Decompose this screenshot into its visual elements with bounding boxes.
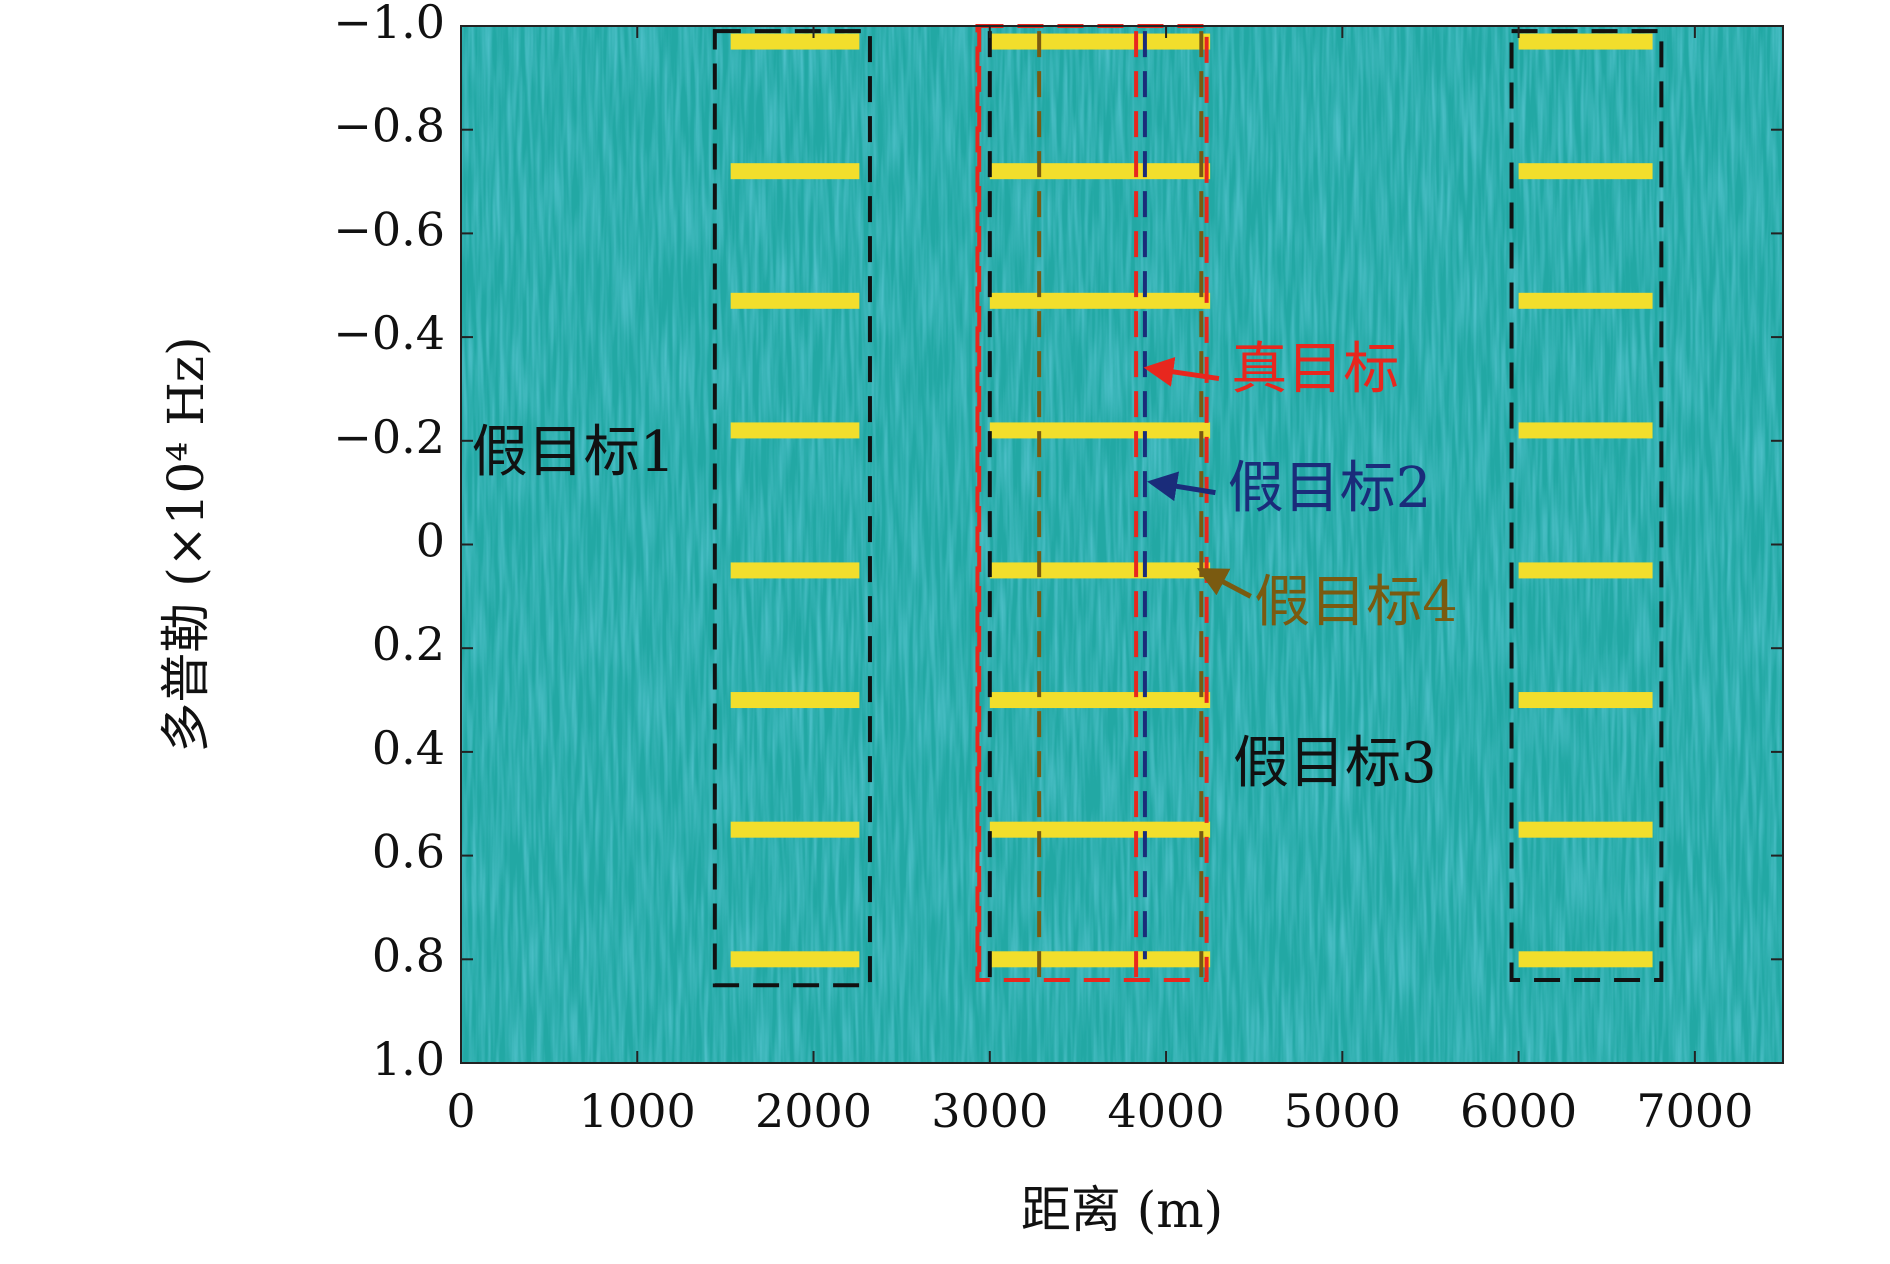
heatmap-noise-texture (461, 26, 1783, 1063)
y-tick-label-4: −0.2 (333, 410, 445, 464)
stripe-2-2 (1518, 292, 1653, 309)
x-tick-label-2: 2000 (755, 1084, 872, 1138)
stripe-1-5 (989, 692, 1211, 709)
stripe-2-3 (1518, 422, 1653, 439)
stripe-2-5 (1518, 692, 1653, 709)
stripe-0-6 (730, 821, 860, 838)
stripe-0-2 (730, 292, 860, 309)
x-tick-label-5: 5000 (1284, 1084, 1401, 1138)
annotation-label-4: 假目标3 (1233, 731, 1437, 796)
y-tick-label-7: 0.4 (372, 721, 445, 775)
annotation-label-1: 假目标2 (1228, 456, 1432, 521)
stripe-2-1 (1518, 163, 1653, 180)
stripe-2-0 (1518, 33, 1653, 50)
stripe-0-7 (730, 951, 860, 968)
stripe-2-6 (1518, 821, 1653, 838)
y-tick-label-5: 0 (416, 514, 445, 568)
annotation-arrow-0 (1143, 357, 1220, 387)
stripe-0-3 (730, 422, 860, 439)
stripe-0-4 (730, 562, 860, 579)
stripe-0-1 (730, 163, 860, 180)
stripe-1-4 (989, 562, 1211, 579)
stripe-1-2 (989, 292, 1211, 309)
annotation-label-0: 真目标 (1231, 337, 1399, 402)
x-tick-label-6: 6000 (1460, 1084, 1577, 1138)
x-tick-label-3: 3000 (931, 1084, 1048, 1138)
stripe-1-0 (989, 33, 1211, 50)
stripe-1-7 (989, 951, 1211, 968)
y-tick-label-1: −0.8 (333, 99, 445, 153)
stripe-1-6 (989, 821, 1211, 838)
annotation-label-2: 假目标4 (1254, 570, 1458, 635)
stripe-1-1 (989, 163, 1211, 180)
stripe-1-3 (989, 422, 1211, 439)
y-tick-label-8: 0.6 (372, 825, 445, 879)
y-tick-label-6: 0.2 (372, 617, 445, 671)
y-tick-label-9: 0.8 (372, 928, 445, 982)
y-axis-label: 多普勒 (×10⁴ Hz) (157, 336, 215, 752)
x-tick-label-1: 1000 (579, 1084, 696, 1138)
y-tick-label-2: −0.6 (333, 202, 445, 256)
x-axis-label: 距离 (m) (1021, 1181, 1223, 1239)
stripe-2-7 (1518, 951, 1653, 968)
x-tick-label-7: 7000 (1636, 1084, 1753, 1138)
y-tick-label-10: 1.0 (372, 1032, 445, 1086)
stripe-2-4 (1518, 562, 1653, 579)
dashed-box-1 (1509, 29, 1664, 983)
stripe-0-5 (730, 692, 860, 709)
dashed-box-0 (712, 29, 872, 988)
target-stripes (730, 33, 1653, 968)
annotation-arrow-2 (1196, 568, 1252, 599)
x-axis-ticks: 0 1000 2000 3000 4000 5000 6000 7000 (446, 26, 1753, 1138)
annotation-arrow-1 (1147, 471, 1216, 502)
y-axis-ticks: −1.0 −0.8 −0.6 −0.4 −0.2 0 0.2 0.4 0.6 0.8 1.0 (333, 0, 1783, 1086)
stripe-0-0 (730, 33, 860, 50)
y-tick-label-3: −0.4 (333, 306, 445, 360)
x-tick-label-4: 4000 (1108, 1084, 1225, 1138)
annotation-label-3: 假目标1 (472, 420, 676, 485)
target-boxes (712, 24, 1664, 988)
dashed-box-2 (975, 24, 1209, 983)
y-tick-label-0: −1.0 (333, 0, 445, 49)
x-tick-label-0: 0 (446, 1084, 475, 1138)
